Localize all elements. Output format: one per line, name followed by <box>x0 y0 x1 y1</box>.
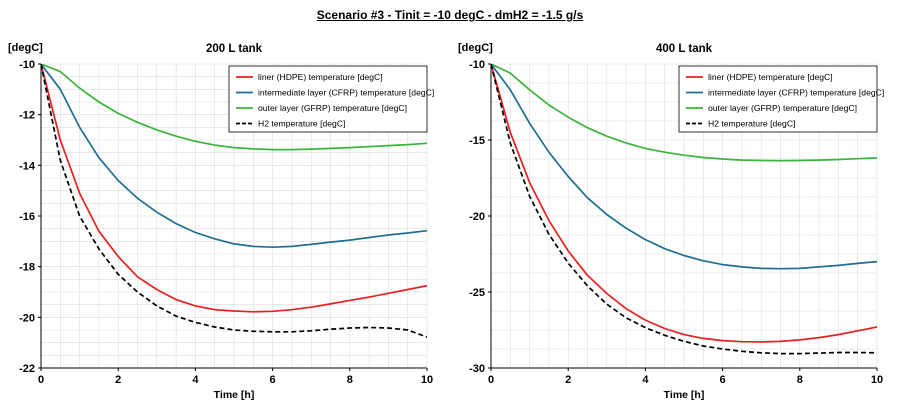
legend-box <box>228 65 428 133</box>
x-tick-label: 2 <box>115 374 121 386</box>
x-tick-label: 4 <box>192 374 199 386</box>
legend-label: liner (HDPE) temperature [degC] <box>258 72 383 82</box>
y-tick-label: -22 <box>19 363 35 375</box>
y-tick-label: -20 <box>19 312 35 324</box>
legend-label: intermediate layer (CFRP) temperature [d… <box>258 88 434 98</box>
y-tick-label: -16 <box>19 211 35 223</box>
x-tick-label: 0 <box>38 374 44 386</box>
y-tick-label: -20 <box>469 211 485 223</box>
x-tick-label: 10 <box>421 374 433 386</box>
x-tick-label: 10 <box>871 374 883 386</box>
legend-label: liner (HDPE) temperature [degC] <box>708 72 833 82</box>
x-axis-label: Time [h] <box>664 389 705 401</box>
x-tick-label: 2 <box>565 374 571 386</box>
series-group <box>491 64 877 355</box>
legend-label: H2 temperature [degC] <box>708 119 795 129</box>
figure-title: Scenario #3 - Tinit = -10 degC - dmH2 = … <box>316 8 584 22</box>
y-tick-label: -18 <box>19 262 35 274</box>
legend: liner (HDPE) temperature [degC] intermedi… <box>228 65 434 133</box>
legend-label: H2 temperature [degC] <box>258 119 345 129</box>
legend: liner (HDPE) temperature [degC] intermedi… <box>678 65 884 133</box>
x-tick-label: 8 <box>347 374 353 386</box>
y-tick-label: -25 <box>469 287 485 299</box>
x-tick-label: 6 <box>720 374 726 386</box>
y-tick-label: -12 <box>19 110 35 122</box>
legend-box <box>678 65 878 133</box>
legend-label: outer layer (GFRP) temperature [degC] <box>258 103 407 113</box>
series-group <box>41 64 427 338</box>
y-tick-label: -15 <box>469 135 485 147</box>
series-line-outer <box>491 64 877 162</box>
y-tick-label: -30 <box>469 363 485 375</box>
chart-200l-tank: 0 2 4 6 8 10 -10 -12 -14 -16 -18 -20 -22 200 L tank [d… <box>8 42 434 401</box>
x-tick-label: 4 <box>642 374 649 386</box>
x-axis-label: Time [h] <box>214 389 255 401</box>
x-tick-label: 8 <box>797 374 803 386</box>
series-line-intermediate <box>491 64 877 270</box>
legend-label: intermediate layer (CFRP) temperature [d… <box>708 88 884 98</box>
legend-label: outer layer (GFRP) temperature [degC] <box>708 103 857 113</box>
chart-title: 400 L tank <box>656 43 713 55</box>
y-axis-label: [degC] <box>8 42 43 54</box>
series-line-h2 <box>491 64 877 355</box>
y-tick-label: -10 <box>469 59 485 71</box>
x-tick-label: 0 <box>488 374 494 386</box>
series-line-liner <box>41 64 427 313</box>
y-tick-label: -10 <box>19 59 35 71</box>
chart-400l-tank: 0 2 4 6 8 10 -10 -15 -20 -25 -30 400 L tank [degC] Ti… <box>458 42 884 401</box>
y-axis-label: [degC] <box>458 42 493 54</box>
y-tick-label: -14 <box>19 160 36 172</box>
chart-title: 200 L tank <box>206 43 263 55</box>
series-line-liner <box>491 64 877 343</box>
series-line-intermediate <box>41 64 427 249</box>
series-line-outer <box>41 64 427 151</box>
x-tick-label: 6 <box>270 374 276 386</box>
